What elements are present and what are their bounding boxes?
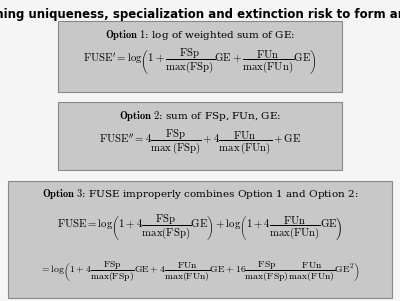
Text: $\mathrm{FUSE}^{\prime\prime} = 4\dfrac{\mathrm{FSp}}{\mathrm{max\,(FSp)}} + 4\d: $\mathrm{FUSE}^{\prime\prime} = 4\dfrac{… [99,127,301,156]
Text: $\mathrm{FUSE} = \mathrm{log}\left(1 + 4\dfrac{\mathrm{FSp}}{\mathrm{max(FSp)}}\: $\mathrm{FUSE} = \mathrm{log}\left(1 + 4… [57,213,343,243]
Text: $\mathbf{Option\ 3}$: FUSE improperly combines Option 1 and Option 2:: $\mathbf{Option\ 3}$: FUSE improperly co… [42,187,358,201]
FancyBboxPatch shape [8,181,392,298]
FancyBboxPatch shape [58,102,342,170]
FancyBboxPatch shape [58,21,342,92]
Text: Combining uniqueness, specialization and extinction risk to form an index: Combining uniqueness, specialization and… [0,8,400,20]
Text: $= \mathrm{log}\left(1 + 4\dfrac{\mathrm{FSp}}{\mathrm{max(FSp)}}\mathrm{GE} + 4: $= \mathrm{log}\left(1 + 4\dfrac{\mathrm… [40,260,360,284]
Text: $\mathbf{Option\ 1}$: log of weighted sum of GE:: $\mathbf{Option\ 1}$: log of weighted su… [105,28,295,42]
Text: $\mathrm{FUSE}^{\prime} = \mathrm{log}\left(1 + \dfrac{\mathrm{FSp}}{\mathrm{max: $\mathrm{FUSE}^{\prime} = \mathrm{log}\l… [83,47,317,77]
Text: $\mathbf{Option\ 2}$: sum of FSp, FUn, GE:: $\mathbf{Option\ 2}$: sum of FSp, FUn, G… [119,109,281,123]
